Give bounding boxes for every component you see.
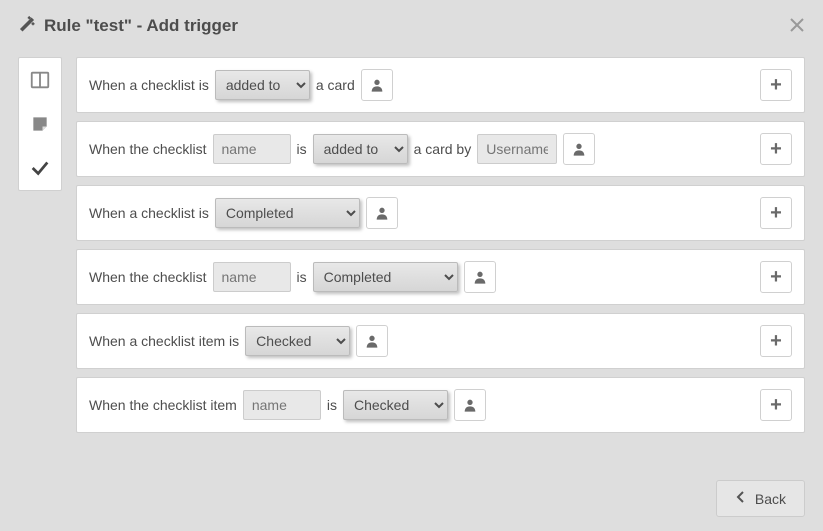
plus-icon: + [770,74,782,97]
check-icon [29,157,51,179]
user-button[interactable] [464,261,496,293]
row-text: a card [316,77,355,93]
row-text: When a checklist is [89,205,209,221]
row-select[interactable]: Checked [245,326,350,356]
columns-icon [29,69,51,91]
trigger-rows: When a checklist isadded toa card+When t… [76,57,805,463]
plus-icon: + [770,266,782,289]
dialog-title: Rule "test" - Add trigger [18,14,238,37]
row-input[interactable] [213,262,291,292]
user-icon [364,333,380,349]
user-icon [472,269,488,285]
trigger-row: When the checklist is Completed + [76,249,805,305]
row-select[interactable]: Completed [313,262,458,292]
sidebar-tab-columns[interactable] [19,58,61,102]
row-select[interactable]: added to [215,70,310,100]
trigger-row: When a checklist is Completed + [76,185,805,241]
trigger-row: When a checklist is added to a card + [76,57,805,113]
row-text: is [297,269,307,285]
back-label: Back [755,491,786,507]
row-text: is [327,397,337,413]
dialog-title-text: Rule "test" - Add trigger [44,16,238,36]
user-icon [462,397,478,413]
row-input[interactable] [477,134,557,164]
row-text: is [297,141,307,157]
add-button[interactable]: + [760,69,792,101]
row-select[interactable]: Checked [343,390,448,420]
back-button[interactable]: Back [716,480,805,517]
add-button[interactable]: + [760,133,792,165]
close-button[interactable] [789,15,805,37]
sidebar-tab-sticky-note[interactable] [19,102,61,146]
row-select[interactable]: Completed [215,198,360,228]
trigger-row: When a checklist item is Checked + [76,313,805,369]
user-button[interactable] [563,133,595,165]
plus-icon: + [770,138,782,161]
row-text: When the checklist [89,269,207,285]
dialog-header: Rule "test" - Add trigger [0,0,823,43]
row-select[interactable]: added to [313,134,408,164]
row-text: When the checklist [89,141,207,157]
trigger-row: When the checklist item is Checked + [76,377,805,433]
row-text: a card by [414,141,472,157]
add-button[interactable]: + [760,197,792,229]
sidebar [18,57,62,191]
row-input[interactable] [213,134,291,164]
sticky-note-icon [30,114,50,134]
sidebar-tab-check[interactable] [19,146,61,190]
user-button[interactable] [361,69,393,101]
user-button[interactable] [454,389,486,421]
add-button[interactable]: + [760,325,792,357]
add-button[interactable]: + [760,389,792,421]
row-text: When a checklist item is [89,333,239,349]
dialog-footer: Back [716,480,805,517]
trigger-row: When the checklist is added to a card by + [76,121,805,177]
user-button[interactable] [356,325,388,357]
dialog: Rule "test" - Add trigger When a checkli… [0,0,823,531]
dialog-body: When a checklist isadded toa card+When t… [0,43,823,463]
row-text: When the checklist item [89,397,237,413]
user-icon [369,77,385,93]
plus-icon: + [770,202,782,225]
add-button[interactable]: + [760,261,792,293]
wand-icon [18,14,36,37]
row-input[interactable] [243,390,321,420]
user-icon [571,141,587,157]
plus-icon: + [770,330,782,353]
plus-icon: + [770,394,782,417]
row-text: When a checklist is [89,77,209,93]
user-icon [374,205,390,221]
chevron-left-icon [735,490,745,507]
user-button[interactable] [366,197,398,229]
